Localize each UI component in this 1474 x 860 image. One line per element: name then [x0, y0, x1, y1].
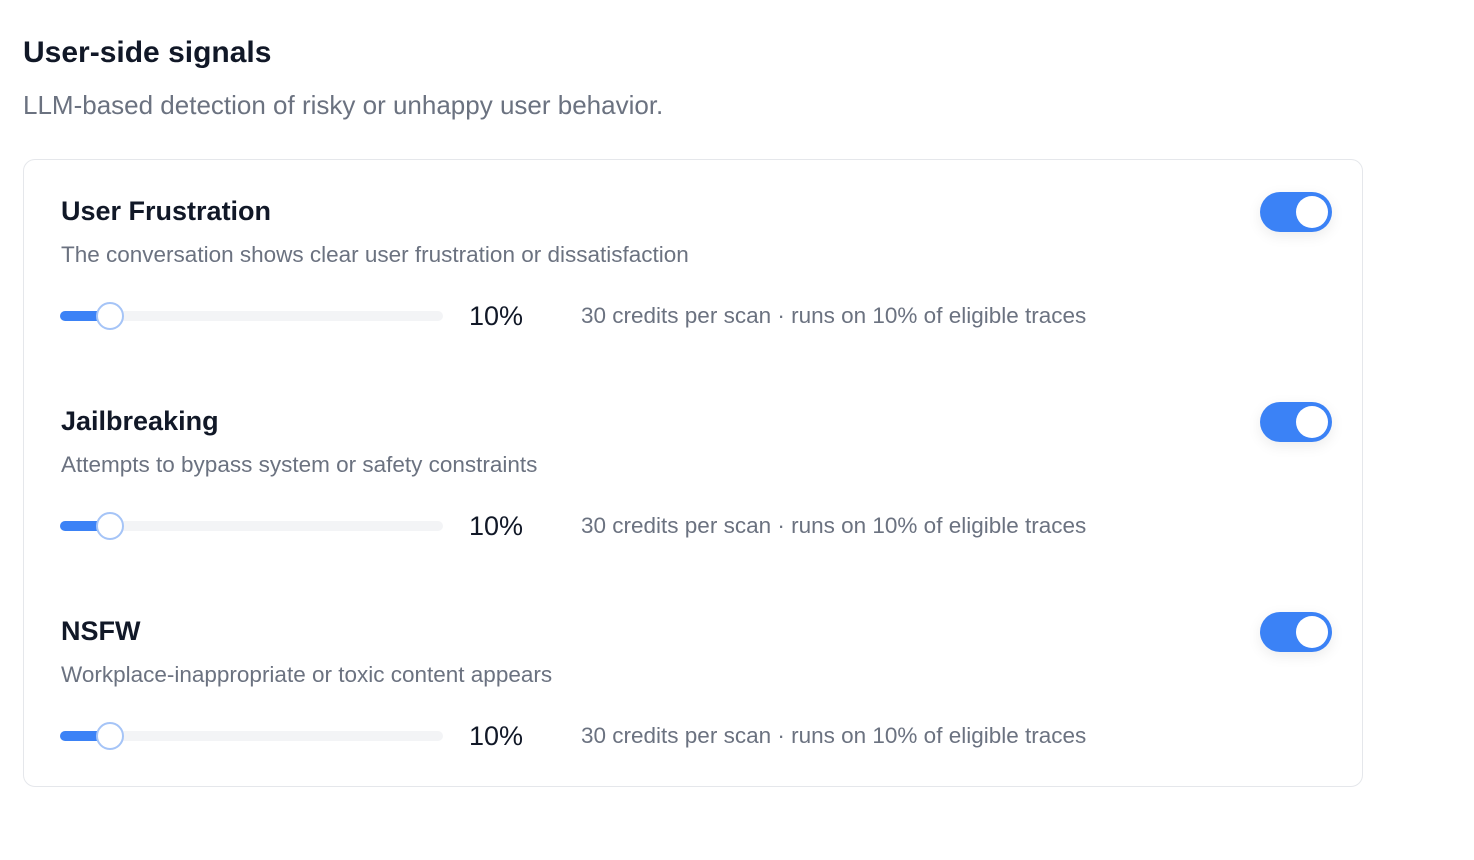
- signal-name: NSFW: [61, 616, 141, 646]
- slider-knob[interactable]: [96, 512, 125, 540]
- toggle-switch[interactable]: [1260, 612, 1332, 652]
- slider-fill: [60, 311, 111, 321]
- slider-knob[interactable]: [96, 302, 125, 330]
- rate-info: 30 credits per scan · runs on 10% of eli…: [581, 513, 1087, 538]
- rate-info: 30 credits per scan · runs on 10% of eli…: [581, 303, 1087, 328]
- rate-label: 10%: [469, 721, 524, 751]
- toggle-knob: [1296, 196, 1328, 228]
- signal-name: User Frustration: [61, 196, 272, 226]
- slider-fill: [60, 521, 111, 531]
- section-title: User-side signals: [23, 36, 272, 69]
- signal-description: The conversation shows clear user frustr…: [61, 242, 689, 267]
- rate-label: 10%: [469, 511, 524, 541]
- signal-description: Workplace-inappropriate or toxic content…: [61, 662, 553, 687]
- slider-track: [60, 731, 443, 741]
- toggle-switch[interactable]: [1260, 402, 1332, 442]
- toggle-knob: [1296, 616, 1328, 648]
- signals-card: [23, 159, 1363, 787]
- rate-label: 10%: [469, 301, 524, 331]
- rate-info: 30 credits per scan · runs on 10% of eli…: [581, 723, 1087, 748]
- toggle-knob: [1296, 406, 1328, 438]
- toggle-switch[interactable]: [1260, 192, 1332, 232]
- section-subtitle: LLM-based detection of risky or unhappy …: [23, 90, 664, 120]
- slider-knob[interactable]: [96, 722, 125, 750]
- signal-name: Jailbreaking: [61, 406, 219, 436]
- signal-description: Attempts to bypass system or safety cons…: [61, 452, 538, 477]
- slider-track: [60, 521, 443, 531]
- slider-track: [60, 311, 443, 321]
- slider-fill: [60, 731, 111, 741]
